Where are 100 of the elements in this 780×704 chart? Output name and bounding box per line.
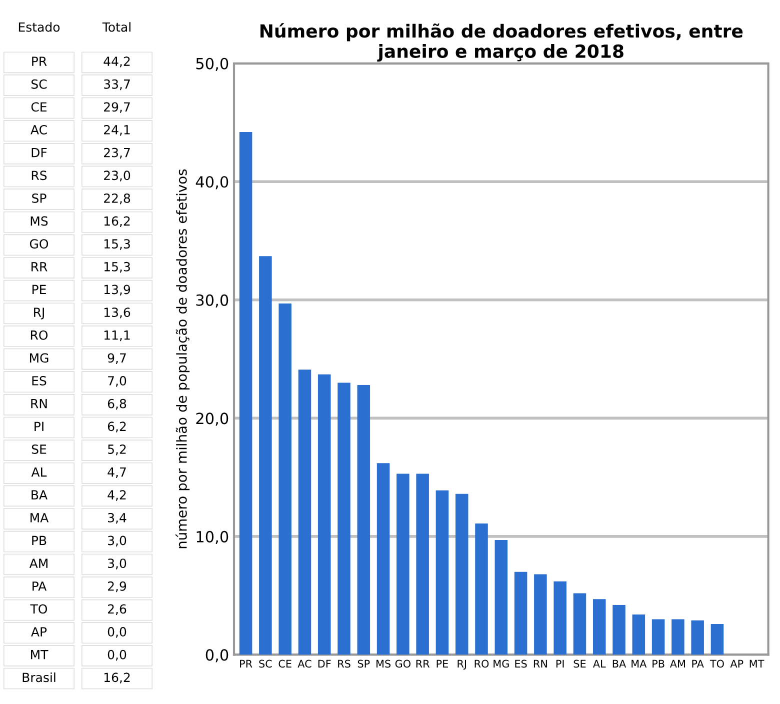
- bar: [632, 614, 646, 655]
- category-label: RS: [32, 170, 47, 180]
- category-label: AC: [30, 125, 47, 134]
- bar: [357, 385, 370, 655]
- text: Total: [102, 22, 130, 32]
- category-label: RN: [31, 399, 47, 408]
- category-label: PR: [32, 56, 47, 66]
- text: 6,8: [108, 398, 126, 410]
- bar: [592, 599, 606, 655]
- x-tick-label: DF: [318, 660, 331, 668]
- category-label: MA: [30, 513, 49, 522]
- bar: [455, 494, 468, 655]
- text: 22,8: [104, 193, 130, 204]
- chart-title: Número por milhão de doadores efetivos, entre janeiro e março de 2018: [260, 23, 743, 62]
- text: 2,6: [108, 604, 126, 615]
- x-tick-label: AP: [730, 660, 744, 668]
- x-tick-label: RO: [474, 660, 489, 668]
- category-label: PI: [34, 422, 44, 431]
- text: 16,2: [104, 672, 130, 684]
- category-label: SP: [32, 193, 46, 203]
- bar: [376, 463, 390, 655]
- text: 7,0: [108, 376, 126, 387]
- x-tick-label: RR: [416, 660, 430, 668]
- category-label: ES: [32, 376, 46, 386]
- bar: [573, 593, 586, 655]
- x-tick-label: RN: [534, 660, 547, 668]
- x-tick-label: PI: [556, 660, 564, 668]
- category-label: MT: [31, 650, 48, 660]
- category-label: TO: [30, 604, 48, 614]
- text: 15,3: [104, 262, 130, 273]
- bar: [259, 256, 272, 655]
- x-tick-label: AC: [298, 660, 312, 668]
- text: 44,2: [104, 56, 130, 68]
- x-tick-label: MT: [750, 660, 764, 668]
- x-tick-label: SP: [358, 660, 370, 668]
- category-label: RR: [32, 262, 48, 272]
- text: 2,9: [108, 581, 126, 592]
- bar: [534, 574, 547, 655]
- category-label: PA: [32, 582, 47, 591]
- x-tick-label: PR: [240, 660, 252, 668]
- y-tick-label: 50,0: [196, 58, 228, 71]
- x-tick-label: GO: [395, 660, 410, 668]
- bar: [494, 540, 508, 655]
- category-label: AP: [31, 627, 47, 636]
- bar: [691, 620, 704, 655]
- x-tick-label: SE: [574, 660, 586, 668]
- x-tick-label: MS: [376, 660, 391, 668]
- text: 3,0: [108, 558, 126, 570]
- x-tick-label: RS: [338, 660, 350, 668]
- bar: [239, 132, 252, 655]
- category-label: AM: [29, 558, 48, 568]
- category-label: RO: [30, 330, 48, 340]
- text: 5,2: [108, 444, 126, 456]
- y-tick-label: 10,0: [196, 530, 228, 544]
- bar: [416, 474, 429, 655]
- x-tick-label: CE: [278, 660, 292, 668]
- x-tick-label: PA: [692, 660, 704, 668]
- y-axis-title: número por milhão de população de doadores efetivos: [176, 169, 190, 548]
- bar: [514, 572, 528, 655]
- category-label: RJ: [34, 308, 44, 320]
- x-tick-label: PB: [652, 660, 664, 668]
- category-label: GO: [30, 239, 48, 249]
- x-tick-label: BA: [612, 660, 626, 668]
- y-tick-label: 0,0: [206, 649, 228, 662]
- x-tick-label: AM: [670, 660, 685, 668]
- text: 13,6: [104, 308, 130, 318]
- bar: [278, 303, 292, 655]
- text: 11,1: [104, 330, 130, 342]
- x-tick-label: PE: [436, 660, 448, 668]
- text: 15,3: [104, 239, 130, 250]
- text: 23,0: [104, 170, 130, 182]
- bar: [396, 474, 410, 655]
- x-tick-label: RJ: [458, 660, 466, 670]
- bar: [710, 624, 724, 655]
- text: 4,2: [108, 490, 126, 501]
- category-label: Brasil: [22, 672, 56, 682]
- text: 9,7: [108, 353, 126, 364]
- text: 4,7: [108, 467, 126, 478]
- category-label: SE: [32, 444, 46, 454]
- text: 24,1: [104, 125, 130, 136]
- x-tick-label: SC: [259, 660, 272, 668]
- category-label: BA: [32, 490, 48, 500]
- x-tick-label: MG: [494, 660, 509, 668]
- text: 0,0: [108, 627, 126, 638]
- bar: [298, 370, 312, 655]
- bar: [672, 619, 684, 655]
- x-tick-label: MA: [632, 660, 647, 668]
- text: Estado: [18, 22, 60, 32]
- x-tick-label: ES: [515, 660, 527, 668]
- y-tick-label: 30,0: [196, 294, 228, 308]
- text: 3,4: [108, 512, 126, 524]
- text: 3,0: [108, 536, 126, 546]
- text: 0,0: [108, 650, 126, 661]
- x-tick-label: TO: [710, 660, 724, 668]
- category-label: AL: [31, 467, 47, 477]
- text: 23,7: [104, 148, 130, 159]
- bar: [436, 490, 449, 655]
- bar: [652, 619, 665, 655]
- x-tick-label: AL: [592, 660, 606, 668]
- category-label: SC: [31, 79, 47, 89]
